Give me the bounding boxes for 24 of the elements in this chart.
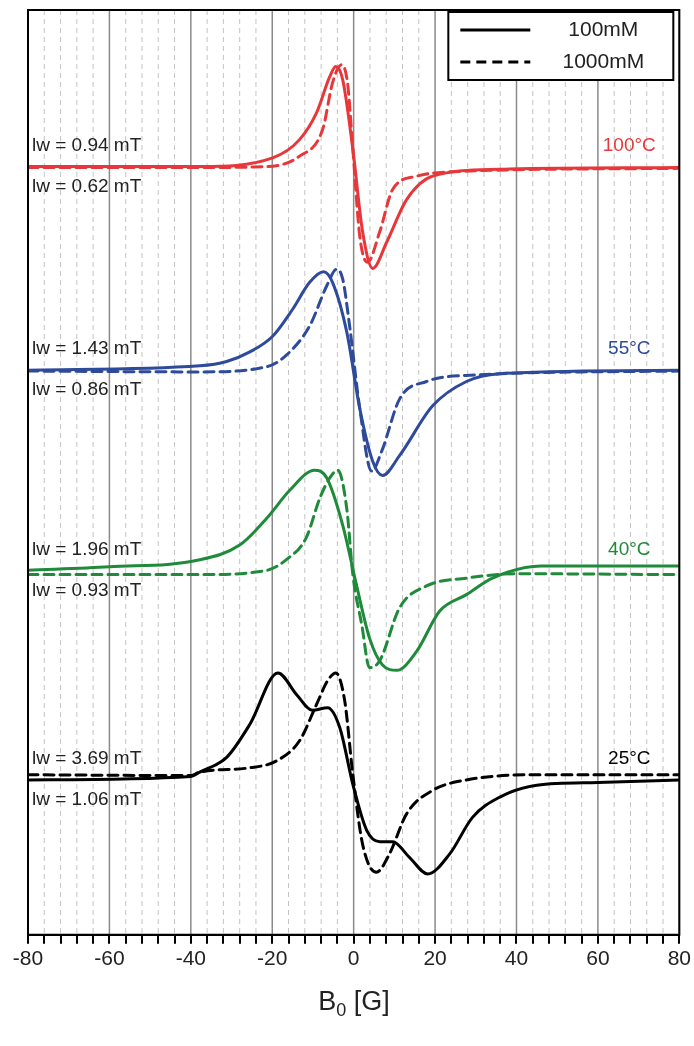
annotation: lw = 1.06 mT	[32, 788, 142, 810]
x-tick-label: -20	[257, 946, 288, 970]
annotation: lw = 0.93 mT	[32, 578, 142, 600]
annotation: 100°C	[602, 133, 656, 155]
x-tick-label: -60	[94, 946, 125, 970]
annotation: 25°C	[608, 747, 651, 769]
x-tick-label: -80	[12, 946, 44, 970]
x-tick-label: 0	[347, 946, 360, 970]
annotation: lw = 0.94 mT	[32, 133, 142, 155]
annotation: lw = 1.43 mT	[32, 337, 142, 359]
annotation: 40°C	[608, 537, 651, 559]
x-tick-label: 80	[667, 946, 691, 970]
annotation: 55°C	[608, 337, 651, 359]
annotation: lw = 0.62 mT	[32, 174, 142, 196]
x-tick-label: -40	[175, 946, 207, 970]
x-tick-label: 60	[586, 946, 610, 970]
legend-label: 1000mM	[562, 48, 645, 72]
annotation: lw = 3.69 mT	[32, 747, 142, 769]
x-tick-label: 20	[423, 946, 447, 970]
annotation: lw = 1.96 mT	[32, 537, 142, 559]
annotation: lw = 0.86 mT	[32, 378, 142, 400]
x-tick-label: 40	[504, 946, 529, 970]
x-axis-title: B$_{0}$ [G]	[317, 986, 391, 1022]
legend-label: 100mM	[568, 16, 639, 40]
